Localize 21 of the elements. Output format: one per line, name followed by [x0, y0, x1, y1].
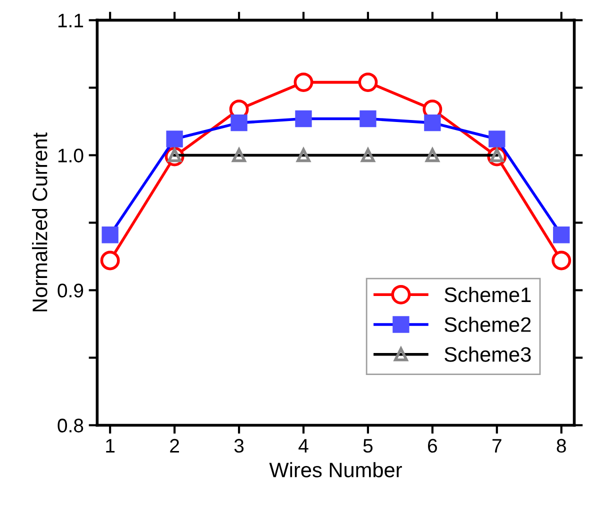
- point: [552, 250, 572, 270]
- legend-label: Scheme2: [444, 316, 531, 332]
- x-axis-title: Wires Number: [269, 462, 402, 478]
- x-tick-label: 3: [234, 438, 244, 453]
- y-tick-label: 0.9: [58, 284, 84, 298]
- y-axis-title: Normalized Current: [32, 132, 48, 312]
- x-tick-label: 5: [363, 439, 373, 453]
- y-tick-label: 1.0: [58, 148, 84, 162]
- x-tick-label: 7: [492, 439, 502, 452]
- legend-label: Scheme3: [444, 346, 531, 362]
- point: [358, 72, 378, 92]
- x-tick-label: 1: [106, 439, 115, 452]
- point: [294, 72, 314, 92]
- x-tick-label: 8: [556, 438, 566, 453]
- x-tick-label: 4: [298, 439, 308, 452]
- x-tick-label: 6: [428, 438, 437, 453]
- y-tick-label: 0.8: [58, 418, 84, 432]
- y-tick-label: 1.1: [58, 14, 84, 28]
- point: [100, 250, 120, 270]
- x-tick-label: 2: [170, 438, 179, 452]
- legend-label: Scheme1: [444, 286, 531, 302]
